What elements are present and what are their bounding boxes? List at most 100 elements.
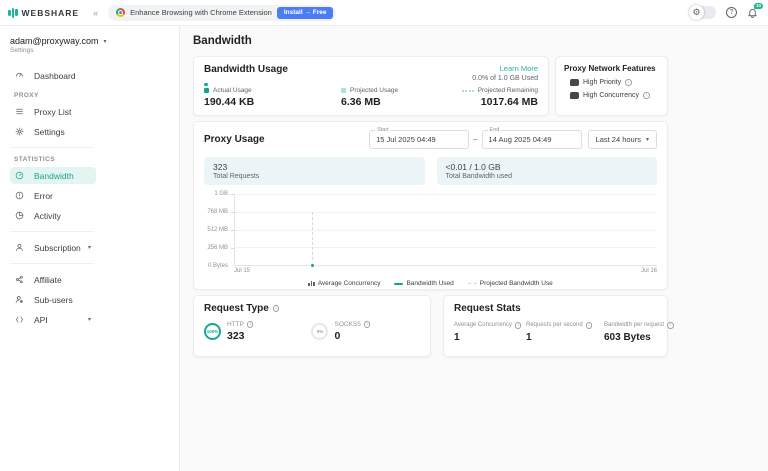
actual-usage-swatch xyxy=(204,88,209,93)
proxy-usage-card: Proxy Usage Start 15 Jul 2025 04:49 – En… xyxy=(193,121,668,290)
bell-icon xyxy=(748,8,757,18)
average-concurrency-stat: Average Concurrency 1 xyxy=(454,322,526,343)
network-features-title: Proxy Network Features xyxy=(564,64,656,73)
chart-legend: Average Concurrency Bandwidth Used Proje… xyxy=(204,280,657,287)
proxy-usage-title: Proxy Usage xyxy=(204,134,265,145)
account-sub-label: Settings xyxy=(10,47,34,54)
chevron-down-icon xyxy=(88,316,91,323)
current-time-marker xyxy=(312,211,314,265)
bars-icon xyxy=(308,281,315,286)
proxy-network-features-card: Proxy Network Features High Priority Hig… xyxy=(555,56,668,116)
sidebar-nav: Dashboard PROXY Proxy List Settings STAT… xyxy=(10,67,96,328)
banner-text: Enhance Browsing with Chrome Extension xyxy=(130,8,272,17)
legend-average-concurrency: Average Concurrency xyxy=(308,280,380,287)
chrome-icon xyxy=(116,8,126,17)
projected-remaining-swatch xyxy=(461,89,474,92)
bandwidth-per-request-stat: Bandwidth per request 603 Bytes xyxy=(604,322,674,343)
notification-badge: 10 xyxy=(753,2,763,9)
high-priority-icon xyxy=(570,79,579,86)
bandwidth-usage-title: Bandwidth Usage xyxy=(204,64,288,75)
activity-icon xyxy=(15,211,25,221)
end-date-field[interactable]: End 14 Aug 2025 04:49 xyxy=(481,127,582,149)
sidebar-item-sub-users[interactable]: Sub-users xyxy=(10,291,96,308)
http-donut: 100% xyxy=(204,323,221,340)
help-icon[interactable] xyxy=(726,7,737,18)
chart-x-axis: Jul 15 Jul 16 xyxy=(234,268,657,274)
total-requests-box: 323 Total Requests xyxy=(204,157,425,185)
socks5-donut: 0% xyxy=(311,323,329,340)
usage-summary: 0.0% of 1.0 GB Used xyxy=(472,75,538,82)
start-date-field[interactable]: Start 15 Jul 2025 04:49 xyxy=(369,127,470,149)
page-title: Bandwidth xyxy=(193,35,252,47)
share-icon xyxy=(15,275,25,285)
feature-high-concurrency: High Concurrency xyxy=(570,92,659,99)
sidebar-item-error[interactable]: Error xyxy=(10,187,96,204)
request-stats-card: Request Stats Average Concurrency 1 Requ… xyxy=(443,295,674,357)
sidebar-item-proxy-list[interactable]: Proxy List xyxy=(10,103,96,120)
chevron-down-icon xyxy=(646,136,649,143)
legend-bandwidth-used: Bandwidth Used xyxy=(394,280,454,287)
bandwidth-chart: 1 GB 768 MB 512 MB 256 MB 0 Bytes xyxy=(204,191,657,269)
gear-icon xyxy=(15,127,25,137)
projected-usage-swatch xyxy=(341,88,346,93)
install-extension-button[interactable]: Install → Free xyxy=(276,6,334,19)
account-email: adam@proxyway.com xyxy=(10,36,99,46)
sidebar-item-settings[interactable]: Settings xyxy=(10,123,96,140)
info-icon[interactable] xyxy=(625,79,632,86)
person-icon xyxy=(15,243,25,253)
webshare-logo[interactable]: WEBSHARE xyxy=(8,7,80,18)
notifications-button[interactable]: 10 xyxy=(747,2,763,19)
account-menu[interactable]: adam@proxyway.com xyxy=(10,36,179,46)
quick-settings-toggle[interactable] xyxy=(689,5,716,20)
info-icon[interactable] xyxy=(272,305,280,312)
high-concurrency-icon xyxy=(570,92,579,99)
dashed-line-swatch-icon xyxy=(467,283,477,284)
webshare-logo-icon xyxy=(8,7,18,18)
projected-remaining-stat: Projected Remaining 1017.64 MB xyxy=(461,87,538,108)
info-icon[interactable] xyxy=(643,92,650,99)
section-label-proxy: PROXY xyxy=(14,92,39,99)
info-icon[interactable] xyxy=(667,322,674,329)
sidebar-item-dashboard[interactable]: Dashboard xyxy=(10,67,96,84)
request-type-card: Request Type 100% HTTP 323 0% xyxy=(193,295,431,357)
sidebar-item-api[interactable]: API xyxy=(10,311,96,328)
time-range-select[interactable]: Last 24 hours xyxy=(587,130,657,149)
dashboard-icon xyxy=(15,71,25,81)
actual-usage-stat: Actual Usage 190.44 KB xyxy=(204,87,255,108)
bandwidth-used-point xyxy=(309,262,315,268)
sidebar-collapse-icon[interactable] xyxy=(93,8,98,18)
sidebar-item-subscription[interactable]: Subscription xyxy=(10,239,96,256)
info-icon[interactable] xyxy=(585,322,593,329)
sidebar-item-affiliate[interactable]: Affiliate xyxy=(10,271,96,288)
sidebar-item-activity[interactable]: Activity xyxy=(10,207,96,224)
topbar-actions: 10 xyxy=(689,2,763,20)
line-swatch-icon xyxy=(394,282,404,285)
date-range-dash: – xyxy=(473,135,478,144)
http-stat: 100% HTTP 323 xyxy=(204,321,254,342)
sub-users-icon xyxy=(15,295,25,305)
error-icon xyxy=(15,191,25,201)
divider xyxy=(10,147,94,148)
socks5-stat: 0% SOCKS5 0 xyxy=(311,321,371,342)
topbar: WEBSHARE Enhance Browsing with Chrome Ex… xyxy=(0,0,768,26)
chart-y-axis: 1 GB 768 MB 512 MB 256 MB 0 Bytes xyxy=(204,191,234,269)
bandwidth-progress-bar xyxy=(204,83,538,86)
info-icon[interactable] xyxy=(246,321,254,328)
divider xyxy=(10,231,94,232)
sidebar: adam@proxyway.com Settings Dashboard PRO… xyxy=(0,26,180,471)
info-icon[interactable] xyxy=(514,322,522,329)
section-label-statistics: STATISTICS xyxy=(14,156,55,163)
request-type-title: Request Type xyxy=(204,303,269,314)
list-icon xyxy=(15,107,25,117)
info-icon[interactable] xyxy=(363,321,371,328)
main-content: Bandwidth Bandwidth Usage Learn More 0.0… xyxy=(181,26,768,471)
divider xyxy=(10,263,94,264)
sidebar-item-bandwidth[interactable]: Bandwidth xyxy=(10,167,96,184)
requests-per-second-stat: Requests per second 1 xyxy=(526,322,604,343)
chrome-extension-banner: Enhance Browsing with Chrome Extension I… xyxy=(108,4,337,21)
gauge-icon xyxy=(15,171,25,181)
learn-more-link[interactable]: Learn More xyxy=(499,64,538,73)
logo-text: WEBSHARE xyxy=(21,7,80,18)
code-icon xyxy=(15,315,25,325)
